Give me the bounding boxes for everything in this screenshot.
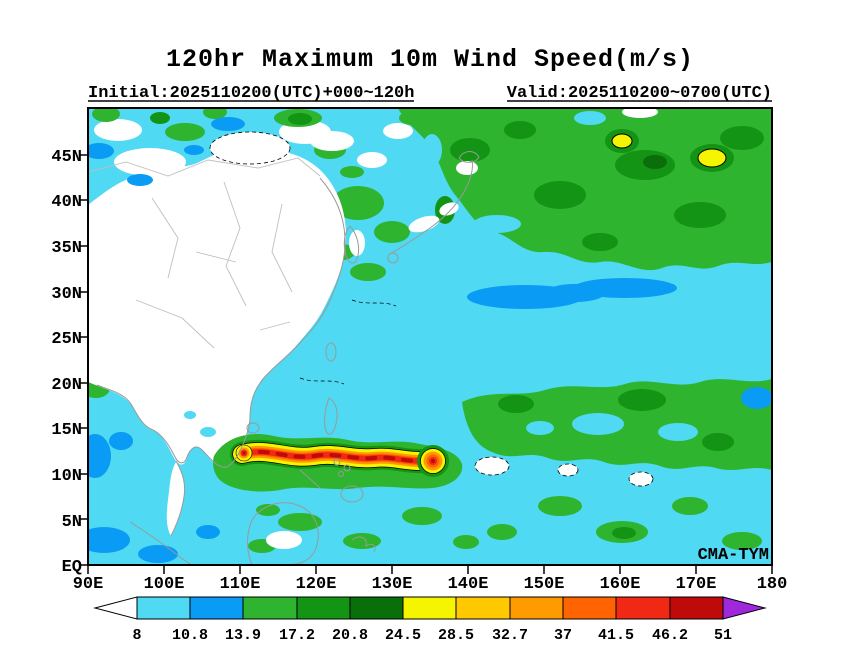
colorbar-segment bbox=[296, 596, 351, 620]
yellow-wind-maxima bbox=[605, 129, 734, 172]
coastlines bbox=[96, 151, 480, 565]
colorbar-segment bbox=[402, 596, 457, 620]
colorbar-segment bbox=[242, 596, 298, 620]
initial-time-label: Initial:2025110200(UTC)+000~120h bbox=[88, 84, 414, 103]
x-tick-label: 120E bbox=[296, 575, 337, 594]
x-axis-labels: 90E 100E 110E 120E 130E 140E 150E 160E 1… bbox=[73, 575, 788, 594]
province-borders bbox=[88, 157, 321, 349]
colorbar-segment bbox=[349, 596, 404, 620]
colorbar-label: 17.2 bbox=[279, 627, 315, 644]
green-band-south bbox=[462, 379, 772, 470]
colorbar: 8 10.8 13.9 17.2 20.8 24.5 28.5 32.7 37 … bbox=[93, 596, 767, 644]
y-tick-label: 15N bbox=[51, 421, 82, 440]
y-tick-label: 35N bbox=[51, 239, 82, 258]
colorbar-label: 8 bbox=[132, 627, 141, 644]
blue-band-30N bbox=[467, 278, 677, 309]
colorbar-label: 51 bbox=[714, 627, 732, 644]
x-tick-label: 90E bbox=[73, 575, 104, 594]
colorbar-label: 20.8 bbox=[332, 627, 368, 644]
y-tick-label: 5N bbox=[62, 513, 82, 532]
contour-lines bbox=[299, 299, 397, 385]
colorbar-label: 10.8 bbox=[172, 627, 208, 644]
colorbar-over-arrow bbox=[722, 596, 767, 620]
x-tick-label: 160E bbox=[600, 575, 641, 594]
valid-time-label: Valid:2025110200~0700(UTC) bbox=[507, 84, 772, 103]
colorbar-segment bbox=[136, 596, 191, 620]
green-patches-tropics bbox=[88, 378, 762, 553]
y-tick-label: 20N bbox=[51, 376, 82, 395]
x-tick-label: 110E bbox=[220, 575, 261, 594]
colorbar-label: 32.7 bbox=[492, 627, 528, 644]
colorbar-segment bbox=[455, 596, 511, 620]
blue-patches bbox=[88, 387, 772, 563]
colorbar-label: 28.5 bbox=[438, 627, 474, 644]
colorbar-label: 41.5 bbox=[598, 627, 634, 644]
colorbar-under-arrow bbox=[93, 596, 138, 620]
colorbar-label: 37 bbox=[554, 627, 572, 644]
x-axis-ticks bbox=[87, 565, 773, 574]
colorbar-label: 24.5 bbox=[385, 627, 421, 644]
page-title: 120hr Maximum 10m Wind Speed(m/s) bbox=[166, 45, 694, 74]
typhoon-track-swath bbox=[213, 434, 463, 492]
colorbar-segment bbox=[562, 596, 617, 620]
y-axis-labels: 45N 40N 35N 30N 25N 20N 15N 10N 5N EQ bbox=[51, 148, 82, 577]
green-region-northeast bbox=[390, 108, 772, 271]
x-tick-label: 170E bbox=[676, 575, 717, 594]
x-tick-label: 100E bbox=[144, 575, 185, 594]
colorbar-segment bbox=[669, 596, 724, 620]
colorbar-segment bbox=[615, 596, 671, 620]
x-tick-label: 130E bbox=[372, 575, 413, 594]
y-tick-label: 40N bbox=[51, 193, 82, 212]
x-tick-label: 180 bbox=[757, 575, 788, 594]
colorbar-label: 46.2 bbox=[652, 627, 688, 644]
x-tick-label: 150E bbox=[524, 575, 565, 594]
colorbar-label: 13.9 bbox=[225, 627, 261, 644]
y-tick-label: 30N bbox=[51, 285, 82, 304]
y-tick-label: 45N bbox=[51, 148, 82, 167]
green-patches-yellow-sea bbox=[329, 186, 410, 281]
y-tick-label: EQ bbox=[62, 558, 82, 577]
colorbar-segment bbox=[509, 596, 564, 620]
y-tick-label: 10N bbox=[51, 467, 82, 486]
calm-land-region bbox=[88, 148, 346, 536]
x-tick-label: 140E bbox=[448, 575, 489, 594]
y-axis-ticks bbox=[80, 154, 88, 566]
mottled-northwest-corner bbox=[88, 108, 425, 186]
wind-speed-field: CMA-TYM bbox=[88, 108, 772, 565]
model-credit-label: CMA-TYM bbox=[698, 546, 769, 565]
y-tick-label: 25N bbox=[51, 330, 82, 349]
colorbar-segment bbox=[189, 596, 244, 620]
calm-spots bbox=[266, 108, 658, 549]
